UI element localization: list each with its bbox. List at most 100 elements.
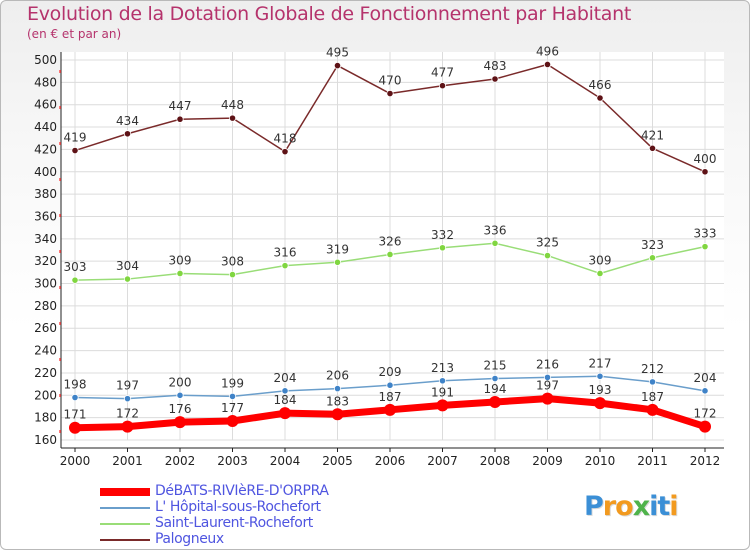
data-point [646, 403, 659, 416]
data-label: 199 [221, 376, 244, 390]
data-label: 194 [484, 382, 507, 396]
data-point [69, 421, 81, 434]
legend-swatch [100, 507, 150, 509]
logo-letter: i [649, 491, 658, 522]
proxiti-logo: Proxiti [584, 491, 679, 522]
data-label: 187 [379, 390, 402, 404]
y-tick-label: 380 [34, 187, 57, 201]
data-label: 197 [116, 379, 139, 393]
y-tick-label: 280 [34, 299, 57, 313]
data-label: 495 [326, 46, 349, 60]
logo-letter: t [657, 491, 670, 522]
logo-letter: o [615, 491, 634, 522]
data-label: 209 [379, 365, 402, 379]
data-point [71, 393, 79, 402]
data-label: 172 [116, 407, 139, 421]
data-label: 447 [169, 99, 192, 113]
data-label: 448 [221, 98, 244, 112]
data-point [226, 415, 239, 427]
data-label: 434 [116, 114, 139, 128]
data-point [281, 387, 289, 395]
data-point [333, 258, 342, 266]
data-label: 183 [326, 394, 349, 408]
data-point [438, 82, 447, 90]
x-tick-label: 2006 [375, 454, 406, 468]
x-tick-label: 2012 [690, 454, 721, 468]
y-tick-label: 240 [34, 344, 57, 358]
x-tick-label: 2005 [322, 454, 353, 468]
legend-label: DéBATS-RIVIèRE-D'ORPRA [155, 483, 329, 499]
data-point [596, 94, 604, 102]
data-point [541, 392, 554, 405]
data-label: 309 [589, 253, 612, 267]
y-tick-label: 340 [34, 232, 57, 246]
data-point [436, 399, 449, 412]
logo-letter: r [602, 491, 616, 522]
data-label: 215 [484, 359, 507, 373]
y-tick-label: 360 [34, 209, 57, 223]
data-point [123, 395, 132, 403]
legend-swatch [100, 539, 150, 541]
data-label: 332 [431, 228, 454, 242]
data-point [279, 407, 291, 420]
logo-letter: x [632, 491, 650, 522]
y-tick-label: 200 [34, 388, 57, 402]
data-point [71, 146, 79, 155]
data-point [543, 373, 552, 382]
data-point [281, 262, 289, 270]
x-tick-label: 2007 [427, 454, 458, 468]
legend-label: Saint-Laurent-Rochefort [155, 515, 313, 531]
y-tick-label: 460 [34, 98, 57, 112]
y-tick-label: 220 [34, 366, 57, 380]
data-label: 176 [169, 402, 192, 416]
data-label: 197 [536, 379, 559, 393]
data-point [123, 275, 132, 283]
data-point [331, 408, 344, 421]
x-tick-label: 2011 [637, 454, 668, 468]
data-point [281, 148, 289, 156]
data-point [491, 75, 499, 83]
data-label: 308 [221, 255, 244, 269]
y-tick-label: 320 [34, 254, 57, 268]
data-label: 319 [326, 242, 349, 256]
data-label: 216 [536, 357, 559, 371]
data-point [333, 384, 342, 393]
data-label: 184 [274, 393, 297, 407]
data-point [596, 269, 604, 278]
logo-letter: i [669, 491, 678, 522]
data-point [438, 377, 447, 385]
data-label: 325 [536, 236, 559, 250]
legend-swatch [100, 523, 150, 525]
data-point [174, 416, 186, 429]
data-point [648, 254, 657, 262]
data-point [176, 115, 184, 123]
y-tick-label: 180 [34, 411, 57, 425]
y-tick-label: 400 [34, 165, 57, 179]
data-point [699, 420, 711, 433]
data-label: 418 [274, 132, 297, 146]
data-label: 333 [694, 227, 717, 241]
data-point [596, 372, 604, 380]
data-point [386, 89, 394, 98]
data-point [228, 114, 237, 122]
data-label: 213 [431, 361, 454, 375]
data-label: 419 [64, 131, 87, 145]
data-label: 483 [484, 59, 507, 73]
data-point [543, 60, 552, 69]
data-label: 326 [379, 234, 402, 248]
x-tick-label: 2003 [217, 454, 248, 468]
y-tick-label: 440 [34, 120, 57, 134]
data-point [648, 378, 657, 386]
x-tick-label: 2001 [112, 454, 143, 468]
data-label: 323 [641, 238, 664, 252]
x-tick-label: 2002 [165, 454, 196, 468]
data-point [176, 391, 184, 399]
y-tick-label: 480 [34, 75, 57, 89]
x-tick-label: 2004 [270, 454, 301, 468]
data-label: 477 [431, 66, 454, 80]
data-point [489, 396, 501, 408]
data-point [701, 387, 709, 395]
data-point [228, 270, 237, 279]
x-tick-label: 2008 [480, 454, 511, 468]
